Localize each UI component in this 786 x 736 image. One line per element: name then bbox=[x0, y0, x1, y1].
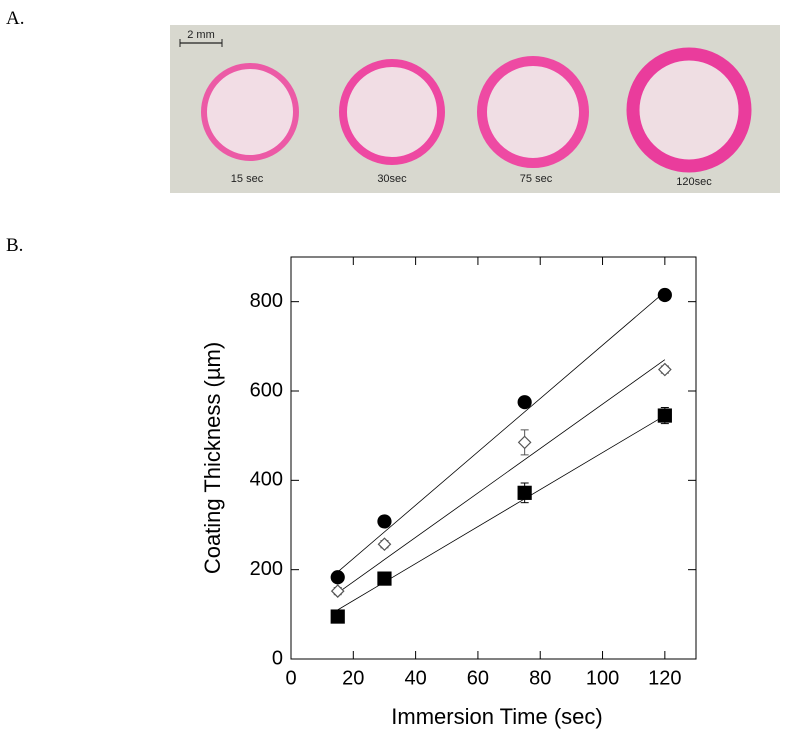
data-point bbox=[517, 435, 532, 450]
x-tick-label: 20 bbox=[342, 667, 364, 689]
data-point bbox=[517, 395, 532, 410]
y-tick-label: 800 bbox=[250, 290, 283, 312]
sample-label: 30sec bbox=[377, 173, 407, 185]
data-point bbox=[657, 287, 672, 303]
data-point bbox=[657, 408, 672, 423]
sample-disc bbox=[477, 56, 589, 168]
data-point bbox=[330, 570, 345, 585]
panel-label: A. bbox=[6, 8, 24, 29]
x-tick-label: 120 bbox=[648, 667, 681, 689]
x-axis-label: Immersion Time (sec) bbox=[391, 704, 602, 729]
y-tick-label: 400 bbox=[250, 469, 283, 491]
panel-label: B. bbox=[6, 235, 23, 256]
data-point bbox=[377, 514, 392, 529]
scale-label: 2 mm bbox=[187, 29, 215, 41]
sample-disc bbox=[339, 59, 445, 165]
data-point bbox=[377, 537, 392, 552]
photo: 2 mm 15 sec 30sec 75 sec 120sec bbox=[170, 25, 780, 193]
y-tick-label: 200 bbox=[250, 558, 283, 580]
data-point bbox=[330, 584, 345, 598]
sample-disc bbox=[201, 63, 299, 161]
data-point bbox=[377, 571, 392, 586]
plot-frame bbox=[290, 256, 697, 660]
sample-disc bbox=[626, 47, 752, 173]
x-tick-label: 80 bbox=[529, 667, 551, 689]
y-tick-label: 0 bbox=[272, 647, 283, 669]
sample-label: 120sec bbox=[676, 176, 712, 188]
fit-line bbox=[337, 291, 666, 573]
x-tick-label: 0 bbox=[285, 667, 296, 689]
x-tick-label: 100 bbox=[586, 667, 619, 689]
fit-line bbox=[337, 359, 666, 594]
data-point bbox=[330, 609, 345, 624]
x-tick-label: 60 bbox=[467, 667, 489, 689]
sample-label: 75 sec bbox=[520, 173, 553, 185]
data-point bbox=[517, 485, 532, 500]
data-point bbox=[657, 362, 672, 377]
sample-label: 15 sec bbox=[231, 173, 264, 185]
y-axis-label: Coating Thickness (µm) bbox=[200, 342, 225, 574]
y-tick-label: 600 bbox=[250, 379, 283, 401]
x-tick-label: 40 bbox=[404, 667, 426, 689]
fit-line bbox=[337, 415, 666, 611]
